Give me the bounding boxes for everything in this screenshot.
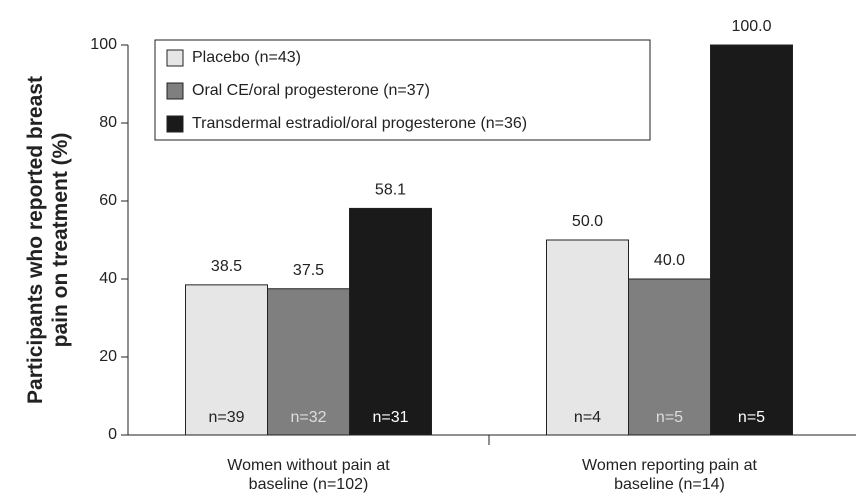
y-tick-label: 40	[99, 270, 117, 287]
legend-swatch	[166, 82, 184, 100]
value-label: 50.0	[572, 213, 603, 230]
y-tick-label: 100	[90, 36, 117, 53]
x-tick-label: Women without pain at baseline (n=102)	[227, 457, 390, 493]
value-label: 100.0	[731, 18, 771, 35]
x-tick-label: Women reporting pain at baseline (n=14)	[582, 457, 757, 493]
legend-swatch	[166, 115, 184, 133]
bar	[546, 239, 629, 436]
value-label: 58.1	[375, 182, 406, 199]
bar	[267, 288, 350, 436]
legend-swatch	[166, 49, 184, 67]
n-label: n=4	[574, 409, 601, 426]
legend-label: Oral CE/oral progesterone (n=37)	[192, 82, 430, 99]
n-label: n=5	[738, 409, 765, 426]
legend-label: Transdermal estradiol/oral progesterone …	[192, 115, 527, 132]
y-tick-label: 20	[99, 348, 117, 365]
y-axis-label: Participants who reported breast pain on…	[24, 76, 72, 404]
value-label: 38.5	[211, 258, 242, 275]
y-tick-label: 60	[99, 192, 117, 209]
value-label: 37.5	[293, 262, 324, 279]
legend-label: Placebo (n=43)	[192, 49, 301, 66]
y-tick-label: 0	[108, 426, 117, 443]
n-label: n=32	[290, 409, 326, 426]
bar	[710, 44, 793, 436]
value-label: 40.0	[654, 252, 685, 269]
bar	[628, 278, 711, 436]
legend-box	[154, 39, 651, 141]
y-tick-label: 80	[99, 114, 117, 131]
n-label: n=31	[372, 409, 408, 426]
n-label: n=39	[208, 409, 244, 426]
n-label: n=5	[656, 409, 683, 426]
bar	[349, 207, 432, 436]
